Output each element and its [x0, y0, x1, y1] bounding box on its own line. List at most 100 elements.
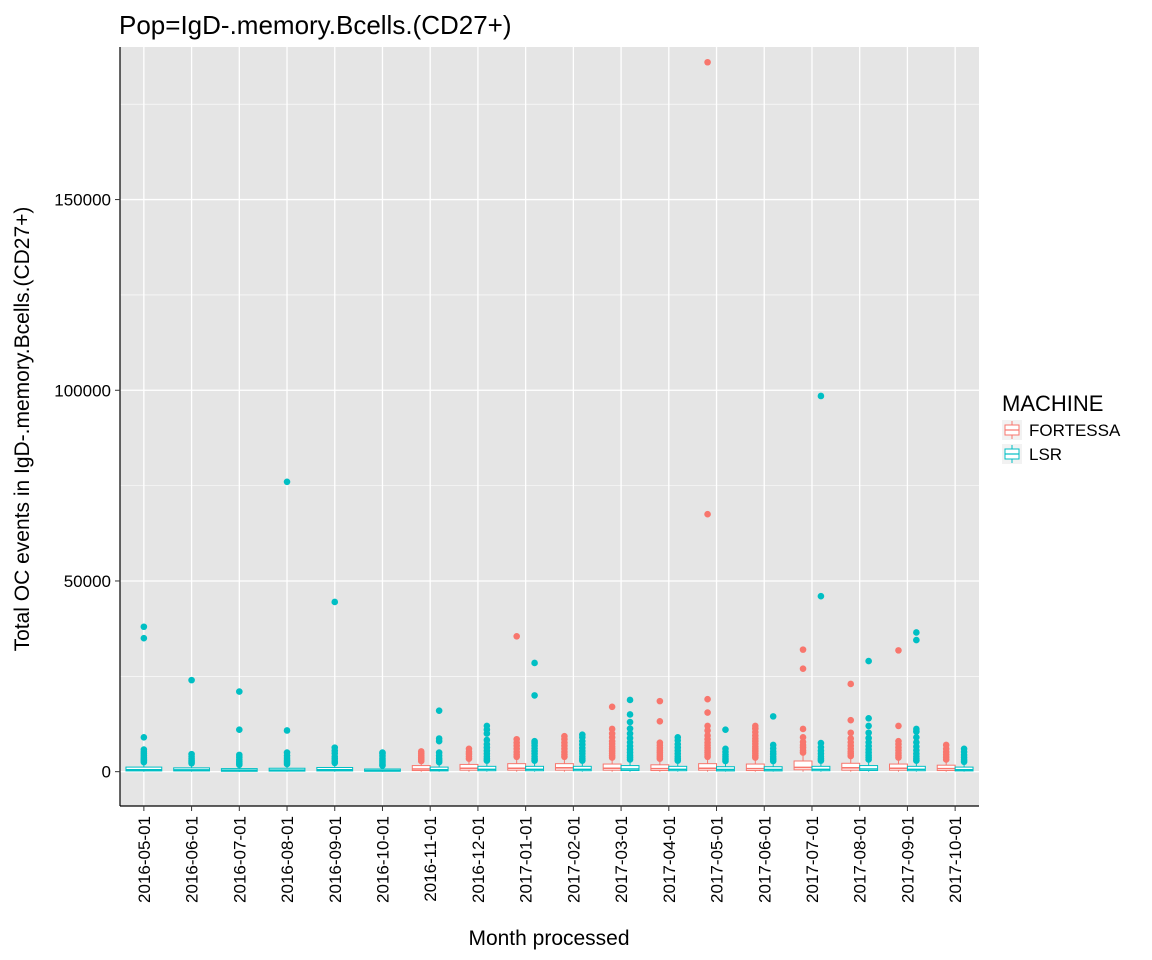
x-axis-title: Month processed: [468, 927, 629, 950]
outlier-point: [865, 714, 872, 722]
x-tick-label: 2017-09-01: [898, 816, 917, 903]
outlier-point: [435, 735, 443, 742]
legend-label: LSR: [1029, 445, 1062, 464]
grid-lines: [120, 47, 979, 806]
outlier-point: [283, 478, 291, 486]
legend-label: FORTESSA: [1029, 421, 1121, 440]
outlier-point: [236, 688, 243, 695]
outlier-point: [913, 629, 920, 636]
outlier-point: [847, 729, 855, 737]
outlier-point: [626, 718, 634, 726]
outlier-point: [817, 592, 825, 600]
box-iqr: [668, 765, 688, 772]
box-lsr-2016-05-01: [125, 623, 163, 772]
y-tick-label: 150000: [54, 191, 111, 210]
box-fortessa-2017-01-01: [507, 632, 527, 772]
box-lsr-2017-04-01: [668, 734, 688, 772]
outlier-point: [704, 709, 711, 716]
outlier-point: [722, 726, 729, 734]
x-tick-label: 2016-10-01: [373, 816, 392, 903]
outlier-point: [626, 711, 634, 718]
box-iqr: [906, 765, 926, 772]
box-iqr: [793, 760, 813, 771]
x-tick-label: 2017-10-01: [946, 816, 965, 903]
outlier-point: [379, 749, 386, 756]
legend-item-fortessa: FORTESSA: [1002, 420, 1121, 440]
outlier-point: [417, 748, 425, 755]
x-tick-label: 2017-06-01: [755, 816, 774, 903]
x-tick-label: 2016-08-01: [278, 816, 297, 903]
box-iqr: [811, 765, 831, 772]
outlier-point: [331, 598, 339, 606]
box-lsr-2017-10-01: [954, 745, 974, 772]
axes: [119, 47, 979, 807]
box-fortessa-2017-04-01: [650, 697, 670, 772]
outlier-point: [608, 703, 616, 711]
outlier-point: [483, 736, 491, 744]
outlier-point: [704, 732, 711, 739]
outlier-point: [769, 741, 777, 749]
box-iqr: [889, 763, 908, 771]
outlier-point: [656, 739, 664, 746]
box-iqr: [859, 765, 879, 772]
outlier-point: [626, 725, 634, 732]
box-iqr: [477, 765, 497, 772]
box-iqr: [507, 763, 527, 771]
outlier-point: [865, 722, 872, 730]
outlier-point: [283, 727, 291, 734]
outlier-point: [531, 692, 538, 699]
outlier-point: [704, 722, 711, 730]
outlier-point: [656, 718, 664, 725]
outlier-point: [913, 734, 920, 741]
box-lsr-2017-03-01: [620, 696, 640, 772]
outlier-point: [847, 735, 855, 742]
outlier-point: [913, 636, 920, 644]
x-tick-label: 2017-01-01: [517, 816, 536, 903]
box-lsr-2017-06-01: [763, 713, 783, 772]
legend-title: MACHINE: [1002, 391, 1103, 416]
outlier-point: [626, 734, 634, 742]
box-iqr: [572, 765, 592, 772]
box-iqr: [459, 763, 479, 771]
outlier-point: [865, 657, 872, 665]
box-fortessa-2017-10-01: [936, 741, 956, 772]
y-axis-title: Total OC events in IgD-.memory.Bcells.(C…: [11, 207, 34, 652]
box-fortessa-2017-06-01: [745, 722, 765, 772]
outlier-point: [579, 731, 586, 738]
box-lsr-2016-08-01: [268, 478, 306, 772]
box-iqr: [698, 763, 718, 771]
box-lsr-2016-09-01: [316, 598, 354, 772]
outlier-point: [913, 725, 920, 733]
outlier-point: [626, 696, 634, 704]
outlier-point: [895, 722, 902, 730]
box-fortessa-2017-08-01: [841, 680, 861, 772]
outlier-point: [722, 745, 729, 753]
box-iqr: [602, 763, 622, 771]
outlier-point: [140, 746, 148, 753]
outlier-point: [626, 730, 634, 737]
outlier-point: [704, 58, 711, 66]
outlier-point: [799, 738, 807, 746]
box-lsr-2017-07-01: [811, 392, 831, 772]
outlier-point: [435, 707, 443, 714]
box-lsr-2017-09-01: [906, 629, 926, 772]
outlier-point: [465, 745, 473, 753]
outlier-point: [236, 726, 243, 734]
box-lsr-2016-11-01: [429, 707, 449, 772]
outlier-point: [752, 722, 759, 730]
x-tick-label: 2016-05-01: [135, 816, 154, 903]
y-tick-label: 0: [102, 763, 111, 782]
outlier-point: [847, 680, 855, 688]
outlier-point: [608, 725, 616, 733]
x-tick-label: 2016-09-01: [326, 816, 345, 903]
outlier-point: [656, 697, 664, 705]
outlier-point: [704, 727, 711, 734]
outlier-point: [331, 744, 339, 751]
box-lsr-2016-10-01: [364, 749, 401, 772]
outlier-point: [799, 725, 807, 733]
legend: MACHINE FORTESSA LSR: [1002, 391, 1121, 464]
box-iqr: [745, 763, 765, 772]
y-tick-label: 100000: [54, 381, 111, 400]
y-axis-ticks: 0 50000 100000 150000: [54, 191, 120, 782]
outlier-point: [704, 695, 711, 703]
